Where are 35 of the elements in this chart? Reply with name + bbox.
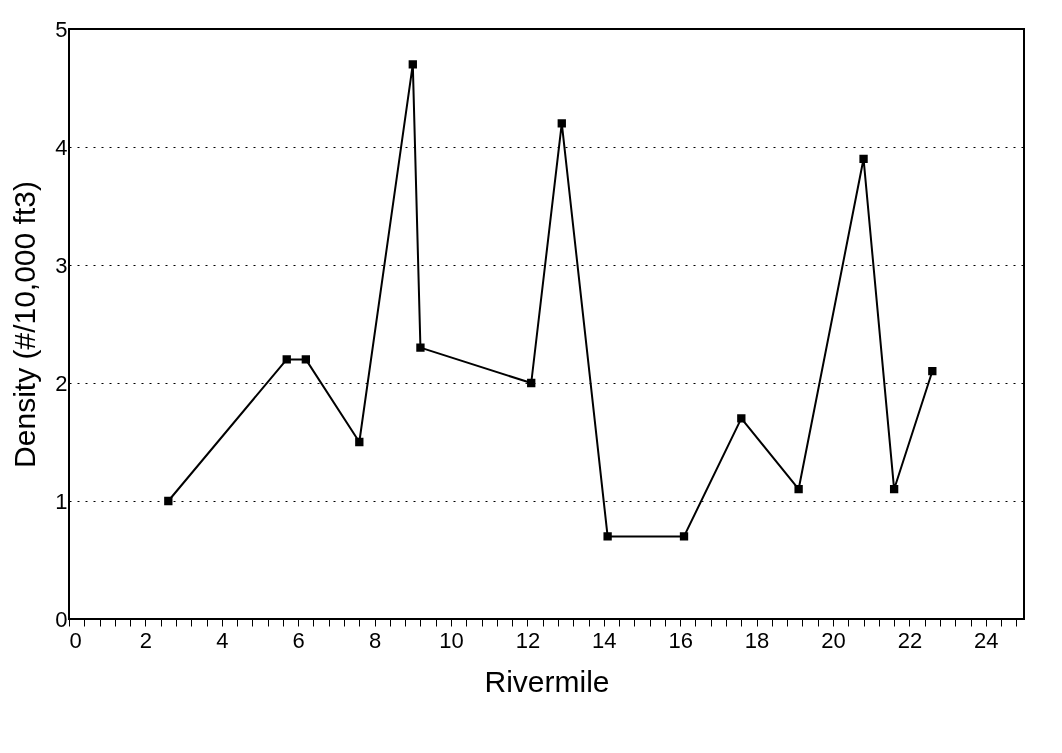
point bbox=[164, 496, 173, 506]
point bbox=[527, 378, 536, 388]
y-tick-label: 3 bbox=[55, 252, 68, 278]
x-tick-label: 24 bbox=[974, 627, 999, 653]
y-tick-label: 0 bbox=[55, 606, 68, 632]
x-tick-label: 2 bbox=[139, 627, 153, 653]
point bbox=[301, 355, 310, 364]
point bbox=[859, 154, 868, 163]
y-axis-title: Density (#/10,000 ft3) bbox=[8, 181, 42, 468]
x-tick-label: 16 bbox=[668, 627, 693, 653]
x-tick-label: 20 bbox=[821, 627, 846, 653]
point bbox=[282, 355, 291, 364]
x-tick-label: 12 bbox=[515, 627, 541, 653]
x-tick-label: 10 bbox=[439, 627, 464, 653]
x-tick-label: 14 bbox=[592, 627, 617, 653]
y-tick-label: 2 bbox=[55, 370, 68, 396]
x-axis-title: Rivermile bbox=[484, 664, 610, 698]
x-tick-label: 22 bbox=[897, 627, 923, 653]
y-tick-label: 5 bbox=[55, 16, 68, 42]
point bbox=[416, 343, 425, 352]
point bbox=[557, 119, 566, 128]
x-tick-label: 4 bbox=[216, 627, 229, 653]
x-tick-label: 8 bbox=[368, 627, 382, 653]
point bbox=[679, 532, 689, 541]
x-tick-label: 18 bbox=[744, 627, 770, 653]
point bbox=[889, 485, 899, 494]
y-tick-label: 1 bbox=[55, 488, 68, 514]
point bbox=[408, 60, 417, 69]
point bbox=[928, 367, 937, 376]
x-tick-label: 6 bbox=[292, 627, 305, 653]
point bbox=[737, 414, 746, 423]
point bbox=[355, 437, 364, 447]
point bbox=[794, 485, 803, 494]
point bbox=[603, 532, 612, 541]
y-tick-label: 4 bbox=[55, 134, 68, 160]
